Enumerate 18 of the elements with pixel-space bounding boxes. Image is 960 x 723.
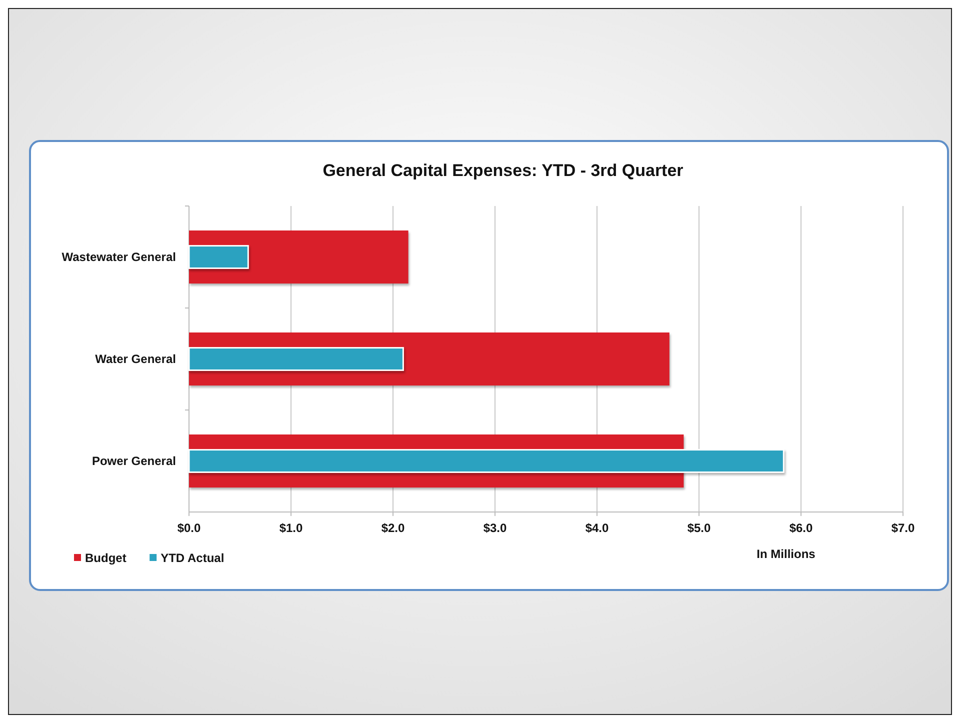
x-tick-label: $1.0 <box>279 521 303 535</box>
legend-label: YTD Actual <box>160 551 224 565</box>
x-tick-label: $7.0 <box>891 521 915 535</box>
x-tick-label: $3.0 <box>483 521 507 535</box>
x-axis-title: In Millions <box>756 547 816 561</box>
x-tick-label: $6.0 <box>789 521 813 535</box>
legend-label: Budget <box>85 551 126 565</box>
bar <box>188 245 249 269</box>
x-tick-label: $2.0 <box>381 521 405 535</box>
x-tick-label: $4.0 <box>585 521 609 535</box>
bar <box>188 449 784 473</box>
bar <box>188 347 404 371</box>
x-tick-label: $0.0 <box>177 521 201 535</box>
y-tick-label: Wastewater General <box>62 250 176 264</box>
x-tick-label: $5.0 <box>687 521 711 535</box>
y-tick-label: Power General <box>92 454 176 468</box>
y-tick-label: Water General <box>95 352 176 366</box>
chart-title: General Capital Expenses: YTD - 3rd Quarter <box>322 161 684 180</box>
